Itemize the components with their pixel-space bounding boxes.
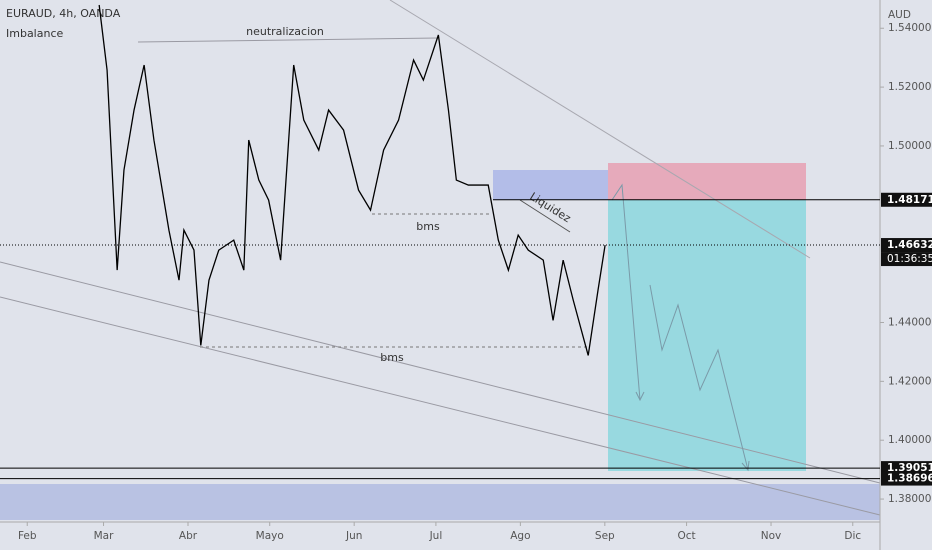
price-tag [881,471,932,486]
countdown-tag [881,252,932,267]
y-tick-label: 1.50000 [888,140,931,152]
price-tag-label: 1.39051 [887,462,932,474]
price-tag-label: 1.38696 [887,473,932,485]
x-tick-label: Mayo [256,530,284,542]
x-tick-label: Sep [595,530,615,542]
price-tag [881,192,932,207]
y-tick-label: 1.38000 [888,493,931,505]
y-tick-label: 1.54000 [888,22,931,34]
currency: AUD [888,9,911,21]
zone-band [0,484,880,520]
x-tick-label: Ago [510,530,530,542]
x-tick-label: Jul [429,530,443,542]
liquidity-line [519,199,571,233]
arrow-head [635,391,645,402]
neutral-line [137,37,439,43]
annotation: neutralizacion [246,25,324,38]
y-tick-label: 1.44000 [888,316,931,328]
annotation: bms [416,220,440,233]
countdown: 01:36:35 [887,253,932,265]
chart-title: EURAUD, 4h, OANDA [6,7,121,20]
x-tick-label: Feb [18,530,37,542]
x-tick-label: Abr [179,530,198,542]
indicator: Imbalance [6,27,63,40]
projection [611,183,641,401]
price-tag-label: 1.48171 [887,194,932,206]
y-tick-label: 1.52000 [888,81,931,93]
x-tick-label: Mar [94,530,114,542]
stop-zone [608,163,806,200]
arrow-head [741,460,750,472]
x-tick-label: Oct [677,530,695,542]
projection [649,284,749,471]
x-tick-label: Nov [761,530,782,542]
target-zone [608,200,806,471]
y-tick-label: 1.40000 [888,434,931,446]
price-tag-label: 1.46632 [887,239,932,251]
trend-line [0,261,881,484]
price-tag [881,238,932,253]
price-line [98,4,606,356]
x-tick-label: Dic [844,530,861,542]
x-tick-label: Jun [345,530,362,542]
y-tick-label: 1.42000 [888,375,931,387]
annotation: bms [380,351,404,364]
trend-line [389,0,811,259]
